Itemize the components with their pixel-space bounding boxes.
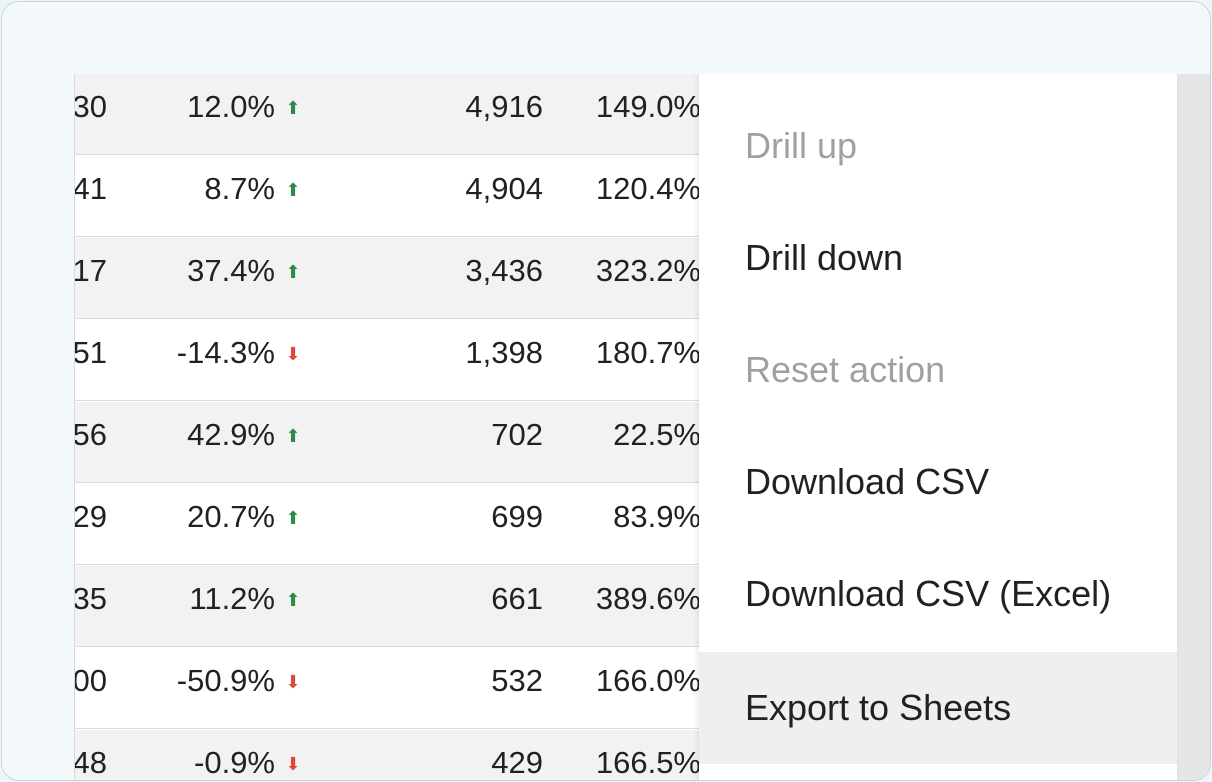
menu-item-drill-up: Drill up — [745, 125, 858, 166]
arrow-up-icon: ⬆ — [285, 508, 301, 528]
table-row[interactable]: 41 8.7% ⬆ 4,904 120.4% — [75, 156, 715, 237]
table-row[interactable]: 17 37.4% ⬆ 3,436 323.2% — [75, 238, 715, 319]
vertical-scrollbar[interactable] — [1177, 74, 1210, 780]
table-row[interactable]: 48 -0.9% ⬇ 429 166.5% — [74, 730, 715, 780]
cell-truncated-value: 35 — [74, 581, 107, 616]
cell-truncated-value: 29 — [74, 499, 107, 534]
table-row[interactable]: 30 12.0% ⬆ 4,916 149.0% — [75, 74, 715, 155]
arrow-up-icon: ⬆ — [285, 180, 301, 200]
cell-truncated-value: 56 — [74, 417, 107, 452]
context-menu: Drill up Drill down Reset action Downloa… — [699, 74, 1177, 780]
cell-truncated-value: 41 — [74, 171, 107, 206]
arrow-up-icon: ⬆ — [285, 262, 301, 282]
menu-item-export-to-sheets[interactable]: Export to Sheets — [699, 652, 1177, 764]
cell-percent-change: 11.2% — [189, 581, 275, 616]
arrow-up-icon: ⬆ — [285, 426, 301, 446]
arrow-up-icon: ⬆ — [285, 98, 301, 118]
cell-percent-share: 166.5% — [595, 745, 701, 780]
cell-percent-change: -50.9% — [176, 663, 275, 698]
cell-percent-change: -14.3% — [176, 335, 275, 370]
cell-percent-share: 120.4% — [595, 171, 701, 206]
cell-percent-change: 8.7% — [204, 171, 275, 206]
cell-count: 1,398 — [465, 335, 543, 370]
cell-truncated-value: 51 — [74, 335, 107, 370]
table-row[interactable]: 00 -50.9% ⬇ 532 166.0% — [75, 648, 715, 729]
cell-truncated-value: 30 — [74, 89, 107, 124]
cell-count: 661 — [491, 581, 543, 616]
menu-item-download-csv[interactable]: Download CSV — [745, 461, 990, 502]
cell-percent-change: 37.4% — [187, 253, 275, 288]
arrow-down-icon: ⬇ — [285, 344, 301, 364]
cell-count: 4,916 — [465, 89, 543, 124]
cell-truncated-value: 48 — [74, 745, 107, 780]
cell-count: 702 — [491, 417, 543, 452]
cell-count: 429 — [491, 745, 543, 780]
cell-percent-share: 83.9% — [613, 499, 701, 534]
menu-item-reset-action: Reset action — [745, 349, 946, 390]
menu-item-download-csv-excel[interactable]: Download CSV (Excel) — [745, 573, 1112, 614]
cell-percent-change: 42.9% — [187, 417, 275, 452]
cell-percent-share: 323.2% — [595, 253, 701, 288]
table-row[interactable]: 35 11.2% ⬆ 661 389.6% — [75, 566, 715, 647]
cell-count: 4,904 — [465, 171, 543, 206]
arrow-down-icon: ⬇ — [285, 754, 301, 774]
cell-percent-change: -0.9% — [194, 745, 275, 780]
cell-truncated-value: 17 — [74, 253, 107, 288]
cell-percent-change: 12.0% — [187, 89, 275, 124]
cell-percent-share: 149.0% — [595, 89, 701, 124]
report-table-panel: 30 12.0% ⬆ 4,916 149.0% 41 8.7% ⬆ 4,904 120.4% 17 3… — [74, 74, 1210, 780]
table-row[interactable]: 56 42.9% ⬆ 702 22.5% — [75, 402, 715, 483]
cell-percent-share: 180.7% — [595, 335, 701, 370]
table-row[interactable]: 29 20.7% ⬆ 699 83.9% — [75, 484, 715, 565]
cell-count: 699 — [491, 499, 543, 534]
cell-percent-share: 166.0% — [595, 663, 701, 698]
cell-count: 3,436 — [465, 253, 543, 288]
cell-percent-share: 22.5% — [613, 417, 701, 452]
cell-truncated-value: 00 — [74, 663, 107, 698]
table-row[interactable]: 51 -14.3% ⬇ 1,398 180.7% — [75, 320, 715, 401]
cell-percent-share: 389.6% — [595, 581, 701, 616]
arrow-down-icon: ⬇ — [285, 672, 301, 692]
cell-percent-change: 20.7% — [187, 499, 275, 534]
cell-count: 532 — [491, 663, 543, 698]
arrow-up-icon: ⬆ — [285, 590, 301, 610]
menu-item-drill-down[interactable]: Drill down — [745, 237, 904, 278]
